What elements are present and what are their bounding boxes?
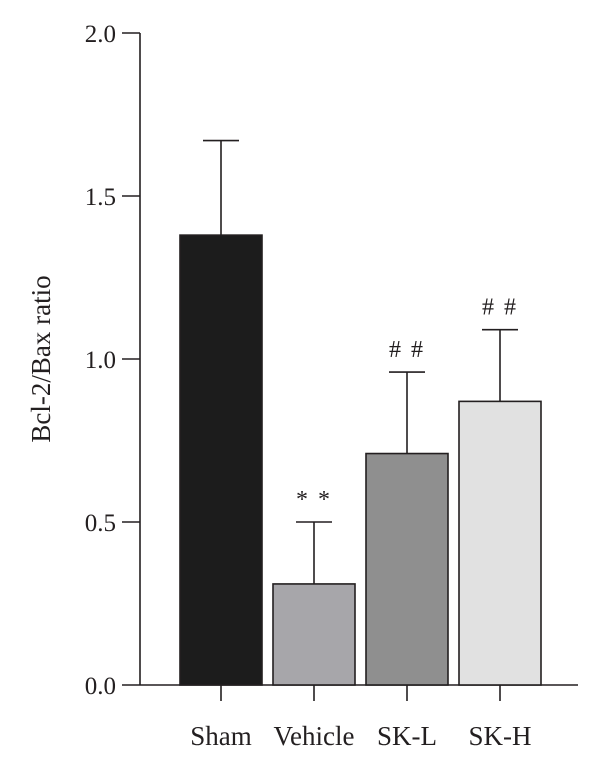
y-tick-label: 0.0	[85, 673, 116, 700]
significance-label: * *	[296, 487, 332, 513]
y-tick-label: 2.0	[85, 21, 116, 48]
x-tick-label: Sham	[190, 721, 252, 751]
significance-label: # #	[389, 337, 425, 363]
bar-sk-h	[458, 400, 542, 686]
significance-label: # #	[482, 295, 518, 321]
bar-vehicle	[272, 583, 356, 686]
y-axis: 0.0 0.5 1.0 1.5 2.0	[85, 21, 141, 700]
bar-sk-l	[365, 452, 449, 686]
x-tick-label: SK-L	[377, 721, 437, 751]
y-tick-label: 1.0	[85, 347, 116, 374]
y-axis-label: Bcl-2/Bax ratio	[26, 275, 56, 442]
bar-sham	[179, 234, 263, 686]
bars-group: * * # # # #	[179, 139, 542, 686]
x-tick-label: SK-H	[468, 721, 531, 751]
y-tick-label: 0.5	[85, 510, 116, 537]
y-tick-label: 1.5	[85, 184, 116, 211]
x-axis: Sham Vehicle SK-L SK-H	[140, 684, 578, 751]
x-tick-label: Vehicle	[274, 721, 355, 751]
